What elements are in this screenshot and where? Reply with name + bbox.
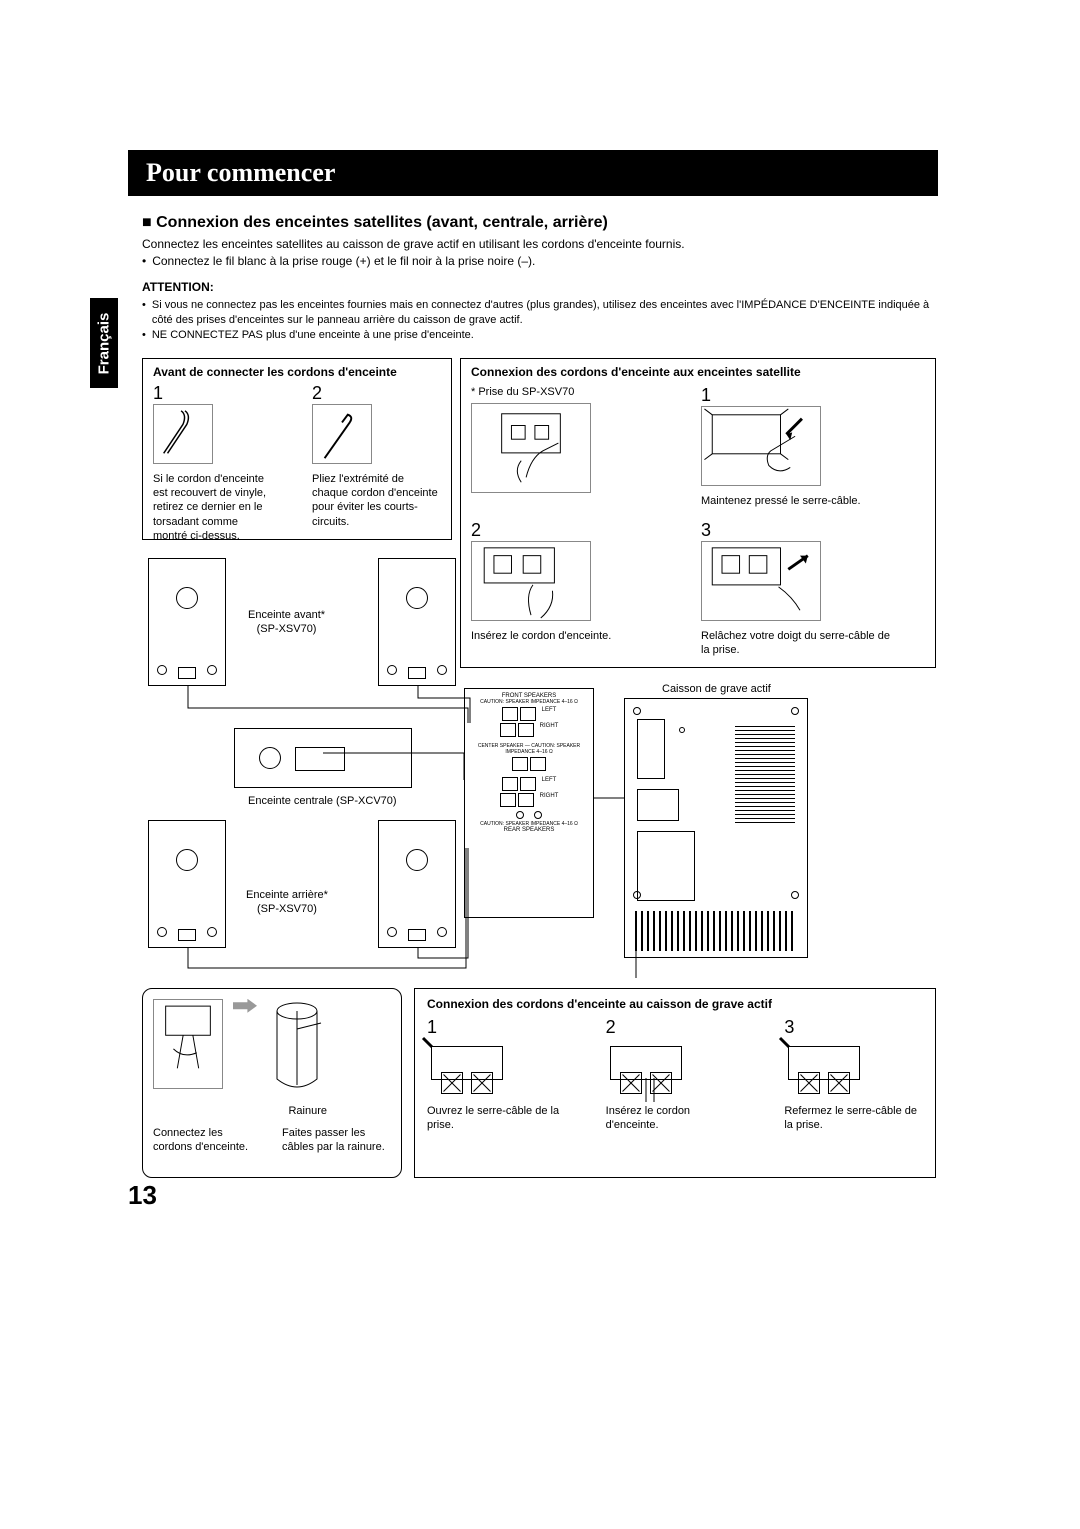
language-tab: Français — [90, 298, 118, 388]
panel-before-connecting: Avant de connecter les cordons d'enceint… — [142, 358, 452, 540]
center-speaker — [234, 728, 412, 788]
press-clamp-illustration — [701, 406, 821, 486]
front-speaker-left — [148, 558, 226, 686]
connector-panel: FRONT SPEAKERS CAUTION: SPEAKER IMPEDANC… — [464, 688, 594, 918]
attention-item: NE CONNECTEZ PAS plus d'une enceinte à u… — [152, 328, 474, 343]
rear-speaker-left — [148, 820, 226, 948]
groove-label: Rainure — [267, 1104, 327, 1118]
rear-speaker-label: Enceinte arrière* (SP-XSV70) — [246, 888, 328, 917]
attention-list: •Si vous ne connectez pas les enceintes … — [142, 298, 938, 344]
page-title: Pour commencer — [128, 150, 938, 196]
terminal-illustration — [427, 1038, 507, 1098]
intro-bullet: Connectez le fil blanc à la prise rouge … — [152, 253, 535, 270]
terminal-illustration — [784, 1038, 864, 1098]
release-clamp-illustration — [701, 541, 821, 621]
panel-title: Connexion des cordons d'enceinte au cais… — [427, 997, 923, 1011]
step-caption: Insérez le cordon d'enceinte. — [606, 1104, 745, 1133]
step-number: 3 — [701, 520, 901, 541]
step-number: 2 — [471, 520, 671, 541]
step-caption: Insérez le cordon d'enceinte. — [471, 629, 671, 643]
intro-line: Connectez les enceintes satellites au ca… — [142, 236, 938, 253]
front-speaker-right — [378, 558, 456, 686]
step-number: 2 — [606, 1017, 745, 1038]
diagram-area: Avant de connecter les cordons d'enceint… — [128, 358, 938, 1208]
groove-caption: Faites passer les câbles par la rainure. — [282, 1126, 391, 1155]
step-number: 1 — [153, 383, 272, 404]
step-caption: Pliez l'extrémité de chaque cordon d'enc… — [312, 472, 441, 529]
panel-connect-subwoofer: Connexion des cordons d'enceinte au cais… — [414, 988, 936, 1178]
caution-tag: CAUTION: SPEAKER IMPEDANCE 4–16 Ω — [465, 821, 593, 827]
panel-title: Connexion des cordons d'enceinte aux enc… — [471, 365, 925, 379]
step-number: 1 — [701, 385, 901, 406]
center-speaker-label: Enceinte centrale (SP-XCV70) — [248, 794, 397, 808]
groove-illustration — [267, 999, 327, 1099]
manual-page: Français Pour commencer ■ Connexion des … — [128, 150, 938, 1208]
step-caption: Refermez le serre-câble de la prise. — [784, 1104, 923, 1133]
section-heading: ■ Connexion des enceintes satellites (av… — [142, 214, 938, 232]
panel-connect-satellite: Connexion des cordons d'enceinte aux enc… — [460, 358, 936, 668]
rear-speaker-right — [378, 820, 456, 948]
bend-wire-illustration — [312, 404, 372, 464]
subwoofer — [624, 698, 808, 958]
twist-wire-illustration — [153, 404, 213, 464]
step-number: 2 — [312, 383, 441, 404]
step-caption: Relâchez votre doigt du serre-câble de l… — [701, 629, 901, 658]
step-caption: Maintenez pressé le serre-câble. — [701, 494, 901, 508]
front-speaker-label: Enceinte avant* (SP-XSV70) — [248, 608, 325, 637]
connect-caption: Connectez les cordons d'enceinte. — [153, 1126, 252, 1155]
arrow-icon — [233, 999, 257, 1013]
panel-groove: Rainure Connectez les cordons d'enceinte… — [142, 988, 402, 1178]
panel-title: Avant de connecter les cordons d'enceint… — [153, 365, 441, 379]
attention-item: Si vous ne connectez pas les enceintes f… — [152, 298, 938, 329]
terminal-press-illustration — [471, 403, 591, 493]
attention-label: ATTENTION: — [142, 280, 938, 294]
connect-cables-illustration — [153, 999, 223, 1089]
insert-cord-illustration — [471, 541, 591, 621]
step-caption: Ouvrez le serre-câble de la prise. — [427, 1104, 566, 1133]
step-caption: Si le cordon d'enceinte est recouvert de… — [153, 472, 272, 543]
intro-text: Connectez les enceintes satellites au ca… — [142, 236, 938, 270]
page-number: 13 — [128, 1180, 157, 1211]
note: * Prise du SP-XSV70 — [471, 385, 671, 399]
subwoofer-label: Caisson de grave actif — [662, 682, 771, 696]
language-label: Français — [96, 312, 113, 374]
caution-tag: CAUTION: SPEAKER IMPEDANCE 4–16 Ω — [465, 699, 593, 705]
rear-speakers-tag: REAR SPEAKERS — [465, 827, 593, 833]
